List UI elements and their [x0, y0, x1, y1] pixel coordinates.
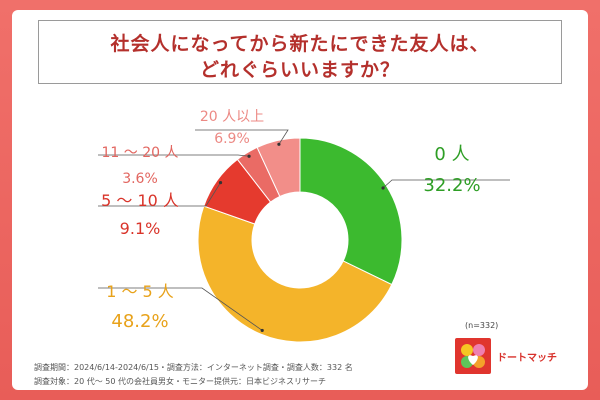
title-line-1: 社会人になってから新たにできた友人は、	[110, 33, 490, 55]
slice-label-0: 0 人	[434, 144, 469, 165]
leader-line-0	[382, 179, 510, 189]
title-box: 社会人になってから新たにできた友人は、 どれぐらいいますか？	[38, 20, 562, 84]
footnote-survey-period: 調査期間：2024/6/14-2024/6/15・調査方法：インターネット調査・…	[34, 363, 353, 372]
slice-value-3: 3.6%	[122, 171, 158, 187]
leader-dot-3	[247, 154, 251, 158]
slice-label-1: 1 ～ 5 人	[106, 282, 174, 301]
leader-line-4	[195, 129, 289, 145]
leader-dot-2	[218, 181, 223, 185]
leader-dot-1	[260, 328, 264, 333]
slice-4	[256, 137, 301, 198]
slice-0	[299, 137, 403, 286]
leader-line-2	[98, 182, 221, 207]
slice-1	[197, 205, 393, 343]
slice-label-2: 5 ～ 10 人	[101, 191, 179, 210]
slice-label-4: 20 人以上	[200, 109, 264, 125]
slice-value-1: 48.2%	[111, 311, 168, 332]
brand-logo	[455, 338, 491, 374]
slice-value-0: 32.2%	[423, 175, 480, 196]
footnote-survey-target: 調査対象：20 代～ 50 代の会社員男女・モニター提供元：日本ビジネスリサーチ	[34, 377, 326, 386]
brand-name: ドートマッチ	[497, 353, 557, 364]
slice-value-2: 9.1%	[120, 219, 161, 238]
slice-label-3: 11 ～ 20 人	[102, 145, 179, 161]
sample-size: (n=332)	[465, 321, 499, 330]
leader-line-3	[98, 154, 250, 157]
leader-dot-0	[381, 186, 385, 190]
heart-logo-icon	[461, 344, 485, 368]
slice-value-4: 6.9%	[214, 131, 250, 147]
leader-line-1	[98, 287, 263, 331]
leader-dot-4	[277, 142, 281, 146]
title-line-2: どれぐらいいますか？	[199, 59, 400, 81]
